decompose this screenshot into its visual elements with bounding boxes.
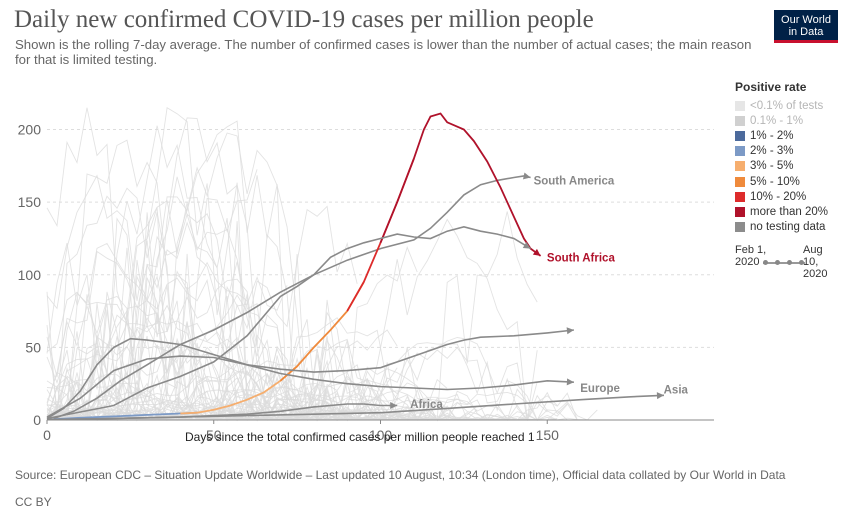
- series-arrow-head: [566, 327, 574, 335]
- x-axis-ticks: 0 50 100 150: [43, 420, 559, 443]
- x-axis-label: Days since the total confirmed cases per…: [185, 430, 535, 444]
- logo-line-1: Our World: [781, 14, 831, 26]
- background-country-line: [47, 106, 258, 421]
- legend-item[interactable]: 2% - 3%: [735, 144, 828, 159]
- time-end-label: Aug 10, 2020: [803, 244, 828, 280]
- series-line: [46, 329, 574, 418]
- legend: Positive rate <0.1% of tests 0.1% - 1% 1% …: [735, 80, 828, 235]
- legend-swatch: [735, 176, 745, 187]
- series-lines: [46, 112, 665, 421]
- x-tick-label: 100: [369, 427, 393, 443]
- background-country-line: [46, 337, 328, 421]
- legend-swatch: [735, 191, 745, 202]
- series-label: Europe: [580, 383, 620, 395]
- legend-item[interactable]: 10% - 20%: [735, 189, 828, 204]
- series-label: South America: [534, 175, 615, 187]
- legend-item[interactable]: 3% - 5%: [735, 159, 828, 174]
- chart-title: Daily new confirmed COVID-19 cases per m…: [14, 6, 594, 33]
- legend-swatch: [735, 161, 745, 172]
- legend-label: 0.1% - 1%: [750, 114, 804, 127]
- background-country-line: [46, 379, 488, 421]
- y-axis-ticks: 0 50 100 150 200: [18, 122, 42, 428]
- time-range-indicator[interactable]: Feb 1, 2020 Aug 10, 2020: [735, 244, 835, 284]
- legend-item[interactable]: 0.1% - 1%: [735, 113, 828, 128]
- y-tick-label: 200: [18, 122, 42, 138]
- legend-label: more than 20%: [750, 205, 828, 218]
- legend-swatch: [735, 115, 745, 126]
- time-start-label: Feb 1, 2020: [735, 244, 767, 268]
- series-line-segment: [379, 112, 542, 257]
- series-line-segment: [180, 365, 298, 415]
- legend-swatch: [735, 206, 745, 217]
- background-country-line: [47, 125, 348, 421]
- series-label: Asia: [664, 385, 689, 397]
- legend-swatch: [735, 130, 745, 141]
- legend-item[interactable]: <0.1% of tests: [735, 98, 828, 113]
- time-slider-dot: [799, 260, 804, 265]
- series-line: [46, 403, 398, 421]
- series-arrow-head: [532, 248, 541, 256]
- legend-label: no testing data: [750, 221, 826, 234]
- legend-title: Positive rate: [735, 80, 807, 94]
- series-label: South Africa: [547, 252, 616, 264]
- series-label: Africa: [410, 399, 443, 411]
- legend-swatch: [735, 146, 745, 157]
- logo-line-2: in Data: [788, 26, 824, 38]
- series-arrow-head: [656, 392, 664, 400]
- time-slider-dot: [775, 260, 780, 265]
- legend-label: 2% - 3%: [750, 145, 794, 158]
- legend-label: <0.1% of tests: [750, 99, 824, 112]
- background-country-line: [46, 342, 568, 422]
- x-tick-label: 50: [206, 427, 222, 443]
- time-slider-dot: [763, 260, 768, 265]
- y-tick-label: 0: [33, 412, 41, 428]
- legend-item[interactable]: no testing data: [735, 220, 828, 235]
- series-arrow-head: [566, 378, 574, 386]
- legend-label: 5% - 10%: [750, 175, 800, 188]
- background-country-line: [47, 132, 448, 421]
- y-tick-label: 50: [25, 339, 41, 355]
- legend-item[interactable]: 1% - 2%: [735, 128, 828, 143]
- legend-item[interactable]: 5% - 10%: [735, 174, 828, 189]
- background-country-line: [47, 213, 308, 421]
- license-label: CC BY: [15, 495, 52, 509]
- legend-item[interactable]: more than 20%: [735, 204, 828, 219]
- source-note: Source: European CDC – Situation Update …: [15, 468, 786, 482]
- background-country-line: [46, 277, 288, 416]
- series-arrow-head: [390, 401, 398, 409]
- series-line: [46, 337, 574, 420]
- time-slider-dot: [787, 260, 792, 265]
- series-arrow-head: [522, 241, 531, 249]
- legend-label: 10% - 20%: [750, 190, 807, 203]
- x-tick-label: 150: [536, 427, 560, 443]
- series-line: [53, 175, 531, 420]
- legend-swatch: [735, 100, 745, 111]
- x-tick-label: 0: [43, 427, 51, 443]
- legend-swatch: [735, 222, 745, 233]
- background-country-line: [46, 176, 388, 422]
- y-tick-label: 150: [18, 194, 42, 210]
- background-country-lines: [46, 106, 598, 422]
- series-line: [46, 225, 532, 420]
- legend-label: 3% - 5%: [750, 160, 794, 173]
- legend-label: 1% - 2%: [750, 129, 794, 142]
- series-labels: South America South Africa Europe Asia Afric…: [410, 175, 688, 411]
- owid-logo[interactable]: Our World in Data: [774, 10, 838, 43]
- background-country-line: [46, 221, 508, 422]
- chart-subtitle: Shown is the rolling 7-day average. The …: [15, 37, 752, 67]
- time-slider-track[interactable]: [763, 260, 805, 265]
- y-tick-label: 100: [18, 267, 42, 283]
- series-arrow-head: [522, 172, 531, 180]
